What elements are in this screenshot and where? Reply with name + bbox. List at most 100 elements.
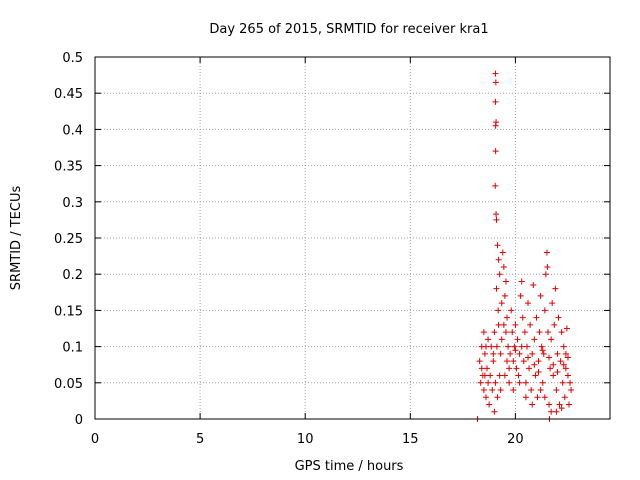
data-point bbox=[561, 394, 568, 401]
data-point bbox=[557, 358, 564, 365]
x-axis-label: GPS time / hours bbox=[295, 459, 404, 474]
data-point bbox=[496, 372, 503, 379]
data-point bbox=[527, 321, 534, 328]
data-point bbox=[540, 350, 547, 357]
data-point bbox=[528, 387, 535, 394]
data-point bbox=[502, 329, 509, 336]
data-point bbox=[498, 336, 505, 343]
data-point bbox=[513, 365, 520, 372]
data-point bbox=[549, 300, 556, 307]
data-point bbox=[553, 408, 560, 415]
data-point bbox=[507, 350, 514, 357]
data-point bbox=[492, 79, 499, 86]
data-point bbox=[493, 343, 500, 350]
data-point bbox=[541, 394, 548, 401]
data-point bbox=[534, 394, 541, 401]
data-point bbox=[504, 314, 510, 321]
data-point bbox=[494, 242, 501, 249]
data-point bbox=[515, 372, 522, 379]
data-point bbox=[551, 321, 558, 328]
data-point bbox=[529, 350, 536, 357]
data-point bbox=[535, 368, 542, 375]
data-point bbox=[525, 300, 532, 307]
data-point bbox=[492, 122, 499, 129]
data-point bbox=[519, 314, 526, 321]
data-point bbox=[532, 372, 539, 379]
y-tick-label: 0.25 bbox=[54, 232, 83, 247]
data-point bbox=[497, 350, 504, 357]
data-point bbox=[499, 249, 506, 256]
y-tick-label: 0.5 bbox=[62, 51, 83, 66]
data-point bbox=[510, 358, 517, 365]
data-point bbox=[508, 307, 515, 314]
data-point bbox=[489, 387, 496, 394]
data-point bbox=[505, 343, 512, 350]
data-point bbox=[498, 300, 505, 307]
data-point bbox=[560, 343, 567, 350]
data-point bbox=[500, 321, 507, 328]
data-point bbox=[525, 354, 532, 361]
data-point bbox=[493, 216, 500, 223]
data-point bbox=[550, 372, 557, 379]
data-point bbox=[535, 358, 542, 365]
data-point bbox=[531, 361, 538, 368]
data-point bbox=[558, 329, 565, 336]
data-point bbox=[491, 408, 498, 415]
data-point bbox=[493, 211, 500, 218]
data-point bbox=[511, 343, 518, 350]
data-point bbox=[555, 314, 562, 321]
data-point bbox=[496, 271, 503, 278]
data-point bbox=[488, 343, 495, 350]
data-point bbox=[538, 343, 545, 350]
data-point bbox=[562, 365, 569, 372]
data-point bbox=[541, 307, 548, 314]
data-point bbox=[547, 365, 554, 372]
y-tick-label: 0.45 bbox=[54, 87, 83, 102]
data-point bbox=[542, 271, 549, 278]
data-point bbox=[537, 292, 544, 299]
y-tick-label: 0.1 bbox=[62, 341, 83, 356]
data-point bbox=[490, 358, 497, 365]
data-point bbox=[516, 350, 523, 357]
data-point bbox=[506, 379, 513, 386]
data-point bbox=[477, 379, 484, 386]
data-point bbox=[564, 372, 571, 379]
y-tick-label: 0.35 bbox=[54, 160, 83, 175]
data-point bbox=[497, 387, 504, 394]
data-point bbox=[481, 350, 488, 357]
data-point bbox=[512, 321, 519, 328]
y-tick-label: 0.3 bbox=[62, 196, 83, 211]
x-tick-label: 15 bbox=[402, 432, 419, 447]
data-point bbox=[492, 182, 499, 189]
data-point bbox=[476, 358, 483, 365]
y-tick-label: 0.15 bbox=[54, 304, 83, 319]
chart-title: Day 265 of 2015, SRMTID for receiver kra… bbox=[209, 22, 488, 37]
data-point bbox=[492, 70, 499, 77]
data-point bbox=[539, 379, 546, 386]
x-tick-label: 10 bbox=[297, 432, 314, 447]
data-point bbox=[478, 365, 485, 372]
data-point bbox=[546, 354, 553, 361]
data-point bbox=[482, 343, 489, 350]
data-point bbox=[492, 98, 499, 105]
data-point bbox=[514, 336, 521, 343]
data-point bbox=[533, 314, 540, 321]
data-point bbox=[506, 365, 513, 372]
data-point bbox=[485, 379, 492, 386]
data-point bbox=[526, 365, 533, 372]
data-point bbox=[502, 278, 509, 285]
data-point bbox=[548, 408, 555, 415]
data-point bbox=[484, 365, 491, 372]
y-tick-label: 0.2 bbox=[62, 268, 83, 283]
data-point bbox=[481, 372, 488, 379]
data-point bbox=[492, 379, 499, 386]
data-point bbox=[546, 401, 553, 408]
data-point bbox=[522, 379, 529, 386]
data-point bbox=[516, 379, 523, 386]
data-point bbox=[550, 361, 557, 368]
data-point bbox=[520, 358, 527, 365]
data-point bbox=[501, 372, 508, 379]
data-point bbox=[558, 405, 565, 412]
